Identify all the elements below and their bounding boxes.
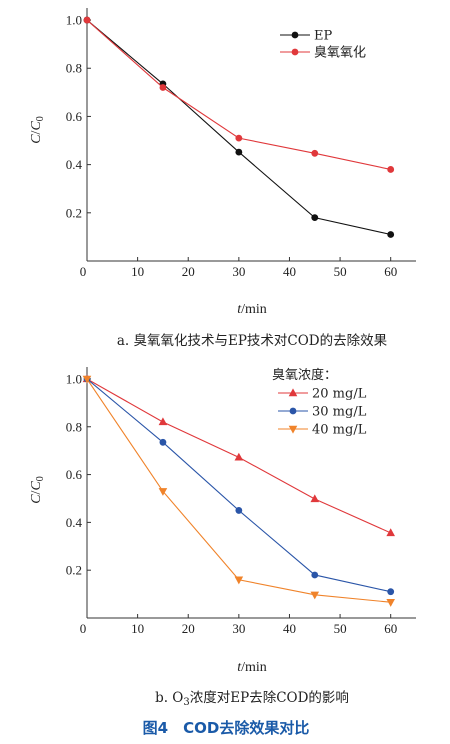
data-point bbox=[386, 599, 395, 607]
data-point bbox=[158, 417, 168, 426]
x-tick-label: 10 bbox=[131, 621, 144, 636]
series-0 bbox=[82, 374, 395, 537]
y-tick-label: 0.2 bbox=[66, 563, 82, 578]
panel-b: 0 10 20 30 40 50 60 0.2 0.4 0.6 0.8 1.0 臭氧浓度： 20 mg/… bbox=[29, 367, 416, 708]
x-tick-label: 30 bbox=[232, 264, 245, 279]
panel-a-axes bbox=[86, 8, 416, 262]
panel-b-axes bbox=[86, 367, 416, 619]
data-point bbox=[311, 571, 319, 579]
legend-marker bbox=[288, 425, 298, 434]
x-tick-label: 50 bbox=[334, 621, 347, 636]
panel-a: 0 10 20 30 40 50 60 0.2 0.4 0.6 0.8 1.0 EP 臭氧氧化 C/C0… bbox=[29, 8, 416, 349]
y-tick-label: 0.6 bbox=[66, 467, 83, 482]
data-point bbox=[159, 84, 167, 91]
legend-label: 40 mg/L bbox=[312, 423, 367, 438]
panel-b-x-axis-label: t/min bbox=[237, 660, 267, 675]
series-line bbox=[86, 19, 391, 170]
y-tick-label: 1.0 bbox=[66, 13, 82, 28]
figure-title: 图4 COD去除效果对比 bbox=[143, 719, 310, 737]
data-point bbox=[387, 166, 395, 173]
data-point bbox=[387, 231, 395, 238]
data-point bbox=[234, 452, 244, 461]
data-point bbox=[235, 134, 243, 142]
panel-a-legend: EP 臭氧氧化 bbox=[280, 29, 366, 61]
legend-marker bbox=[291, 48, 299, 56]
panel-a-y-axis-label: C/C0 bbox=[29, 116, 46, 144]
x-tick-label: 30 bbox=[232, 621, 245, 636]
data-point bbox=[82, 375, 92, 384]
panel-a-x-axis-label: t/min bbox=[237, 302, 267, 317]
legend-label: 30 mg/L bbox=[312, 405, 367, 420]
panel-b-ticks: 0 10 20 30 40 50 60 0.2 0.4 0.6 0.8 1.0 bbox=[66, 371, 397, 636]
panel-a-caption: a. 臭氧氧化技术与EP技术对COD的去除效果 bbox=[117, 333, 388, 349]
data-point bbox=[235, 148, 243, 156]
legend-marker bbox=[291, 31, 299, 39]
data-point bbox=[386, 528, 395, 537]
data-point bbox=[311, 214, 319, 222]
y-tick-label: 0.8 bbox=[66, 61, 82, 76]
data-point bbox=[158, 488, 168, 496]
x-tick-label: 0 bbox=[80, 264, 87, 279]
panel-b-legend: 臭氧浓度： 20 mg/L 30 mg/L 40 mg/L bbox=[272, 367, 367, 438]
x-tick-label: 40 bbox=[283, 621, 296, 636]
legend-label: EP bbox=[314, 29, 332, 44]
data-point bbox=[387, 588, 395, 596]
x-tick-label: 20 bbox=[182, 621, 195, 636]
y-tick-label: 0.4 bbox=[66, 157, 83, 172]
x-tick-label: 60 bbox=[384, 264, 397, 279]
data-point bbox=[83, 16, 91, 24]
data-point bbox=[310, 494, 320, 503]
data-point bbox=[234, 576, 244, 585]
panel-b-caption: b. O3浓度对EP去除COD的影响 bbox=[155, 690, 349, 708]
panel-b-series bbox=[82, 374, 395, 607]
y-tick-label: 0.6 bbox=[66, 109, 83, 124]
x-tick-label: 50 bbox=[334, 264, 347, 279]
x-tick-label: 20 bbox=[182, 264, 195, 279]
panel-a-ticks: 0 10 20 30 40 50 60 0.2 0.4 0.6 0.8 1.0 bbox=[66, 13, 397, 279]
data-point bbox=[159, 438, 167, 446]
series-2 bbox=[82, 375, 395, 607]
y-tick-label: 0.2 bbox=[66, 205, 82, 220]
x-tick-label: 10 bbox=[131, 264, 144, 279]
y-tick-label: 0.4 bbox=[66, 515, 83, 530]
data-point bbox=[235, 507, 243, 514]
data-point bbox=[311, 149, 319, 157]
legend-marker bbox=[289, 407, 297, 415]
legend-label: 臭氧氧化 bbox=[314, 46, 366, 61]
legend-marker bbox=[288, 388, 298, 397]
legend-title: 臭氧浓度： bbox=[272, 367, 337, 383]
x-tick-label: 0 bbox=[80, 621, 87, 636]
legend-label: 20 mg/L bbox=[312, 387, 367, 402]
x-tick-label: 60 bbox=[384, 621, 397, 636]
y-tick-label: 0.8 bbox=[66, 419, 82, 434]
x-tick-label: 40 bbox=[283, 264, 296, 279]
panel-a-series bbox=[83, 16, 395, 238]
series-1 bbox=[83, 16, 395, 173]
panel-b-y-axis-label: C/C0 bbox=[29, 476, 46, 504]
data-point bbox=[310, 591, 320, 600]
y-tick-label: 1.0 bbox=[66, 371, 82, 386]
